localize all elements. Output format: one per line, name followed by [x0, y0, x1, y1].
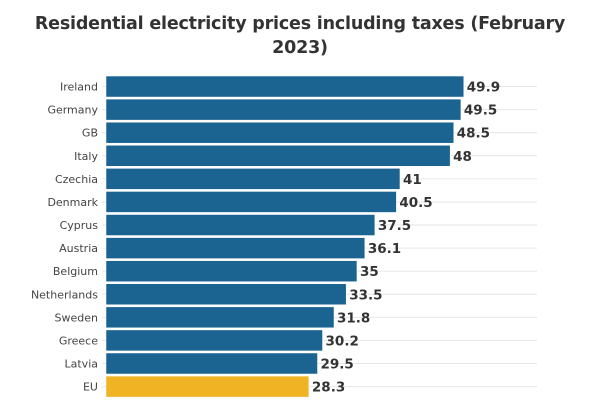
- category-label: Sweden: [55, 311, 98, 324]
- bars: [105, 75, 465, 398]
- value-label: 31.8: [337, 310, 370, 326]
- bar-eu: [105, 375, 310, 398]
- bar-germany: [105, 98, 462, 121]
- value-label: 36.1: [368, 241, 401, 257]
- value-label: 48.5: [457, 126, 490, 142]
- category-label: Latvia: [65, 358, 99, 371]
- value-label: 41: [403, 172, 422, 188]
- labels: Ireland 49.9 Germany 49.5 GB 48.5 Italy 48 Czech…: [31, 80, 500, 396]
- value-label: 37.5: [378, 218, 411, 234]
- value-label: 49.5: [464, 103, 497, 119]
- category-label: EU: [83, 381, 98, 394]
- value-label: 49.9: [467, 80, 500, 96]
- category-label: Ireland: [60, 81, 98, 94]
- category-label: Austria: [59, 242, 98, 255]
- category-label: Greece: [59, 334, 98, 347]
- bar-cyprus: [105, 214, 376, 236]
- bar-czechia: [105, 168, 401, 190]
- value-label: 28.3: [312, 380, 345, 396]
- value-label: 29.5: [321, 357, 354, 373]
- bar-greece: [105, 329, 323, 352]
- bar-belgium: [105, 260, 358, 282]
- bar-gb: [105, 121, 454, 144]
- value-label: 40.5: [399, 195, 432, 211]
- category-label: Netherlands: [31, 288, 98, 301]
- category-label: Belgium: [53, 265, 98, 278]
- value-label: 48: [453, 149, 472, 165]
- category-label: GB: [82, 127, 98, 140]
- bar-sweden: [105, 306, 335, 329]
- category-label: Cyprus: [60, 219, 99, 232]
- value-label: 30.2: [326, 333, 359, 349]
- value-label: 35: [360, 264, 379, 280]
- bar-latvia: [105, 352, 318, 375]
- chart-title: Residential electricity prices including…: [34, 14, 566, 58]
- bar-netherlands: [105, 283, 347, 306]
- category-label: Germany: [47, 104, 98, 117]
- bar-austria: [105, 237, 366, 259]
- category-label: Denmark: [47, 196, 98, 209]
- bar-denmark: [105, 191, 397, 213]
- category-label: Czechia: [55, 173, 98, 186]
- bar-italy: [105, 145, 451, 167]
- value-label: 33.5: [349, 287, 382, 303]
- bar-ireland: [105, 75, 465, 98]
- category-label: Italy: [74, 150, 98, 163]
